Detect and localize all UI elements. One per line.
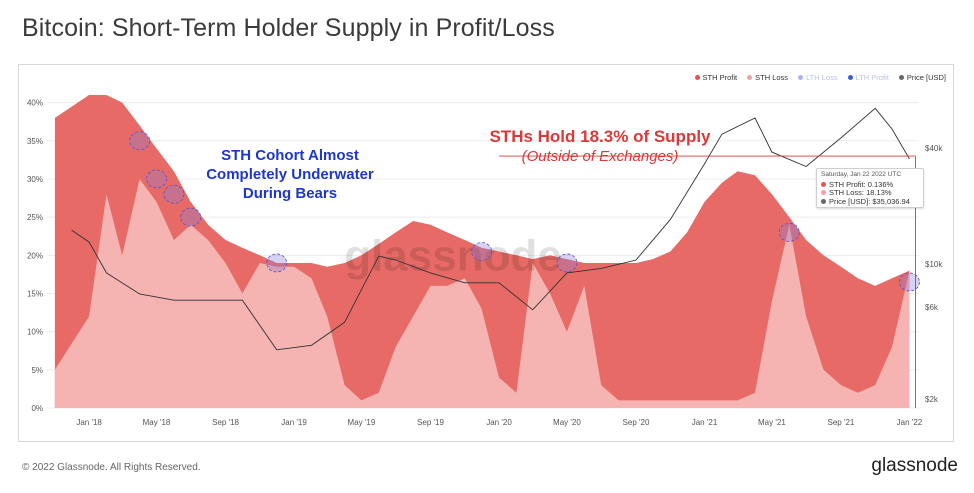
chart-legend: STH Profit STH Loss LTH Loss LTH Profit Pric… — [694, 73, 946, 82]
y-right-tick-label: $6k — [925, 303, 939, 312]
y-tick-label: 35% — [27, 137, 43, 146]
legend-dot — [747, 75, 753, 80]
tooltip-dot-price — [821, 198, 826, 204]
legend-label: LTH Profit — [855, 73, 889, 82]
legend-label: Price [USD] — [906, 73, 946, 82]
tooltip-row-sth-profit: STH Profit: 0.136% — [821, 180, 919, 189]
copyright-text: © 2022 Glassnode. All Rights Reserved. — [22, 462, 201, 473]
legend-dot — [798, 75, 804, 80]
tooltip-dot-sth-profit — [821, 181, 826, 187]
y-tick-label: 0% — [31, 404, 43, 413]
annotation-blue-line-2: Completely Underwater — [206, 166, 374, 183]
y-tick-label: 40% — [27, 99, 43, 108]
x-tick-label: Sep '19 — [417, 418, 444, 427]
y-tick-label: 25% — [27, 213, 43, 222]
y-tick-label: 10% — [27, 328, 43, 337]
highlight-circle — [778, 223, 800, 242]
annotation-red-line-1: STHs Hold 18.3% of Supply — [489, 127, 711, 146]
x-tick-label: Sep '18 — [212, 418, 239, 427]
brand-logo-text: glassnode — [871, 455, 958, 476]
x-tick-label: Jan '22 — [897, 418, 923, 427]
price-line — [71, 107, 910, 351]
highlight-circle — [556, 253, 578, 273]
tooltip-label-price: Price [USD]: $35,036.94 — [829, 196, 910, 206]
y-right-tick-label: $2k — [925, 395, 939, 404]
x-tick-label: Jan '18 — [76, 418, 102, 427]
chart-title: Bitcoin: Short-Term Holder Supply in Pro… — [22, 14, 555, 42]
y-tick-label: 20% — [27, 251, 43, 260]
chart-frame: 0% 5% 10% 15% 20% 25% 30% 35% 40% Jan '18 May '18 S… — [18, 64, 954, 442]
x-tick-label: Sep '20 — [623, 418, 650, 427]
tooltip-row-sth-loss: STH Loss: 18.13% — [821, 188, 919, 198]
x-tick-label: May '20 — [553, 418, 581, 427]
x-tick-label: May '21 — [758, 418, 786, 427]
tooltip-date: Saturday, Jan 22 2022 UTC — [821, 171, 902, 178]
y-tick-label: 5% — [31, 366, 43, 375]
legend-item-sth-profit[interactable]: STH Profit — [694, 73, 738, 82]
legend-dot — [847, 75, 853, 80]
area-sth-loss — [54, 179, 910, 408]
x-tick-label: Jan '21 — [692, 418, 718, 427]
chart-svg: 0% 5% 10% 15% 20% 25% 30% 35% 40% Jan '18 May '18 S… — [27, 95, 943, 427]
highlight-circle — [180, 207, 202, 227]
annotation-sth-supply: STHs Hold 18.3% of Supply (Outside of Ex… — [470, 126, 730, 166]
annotation-blue-line-1: STH Cohort Almost — [221, 147, 359, 164]
highlight-circle — [129, 131, 151, 151]
tooltip-label-sth-profit: STH Profit: 0.136% — [829, 179, 894, 189]
y-tick-label: 15% — [27, 289, 43, 298]
annotation-sth-underwater: STH Cohort Almost Completely Underwater … — [190, 146, 390, 203]
highlight-circle — [146, 169, 167, 189]
annotation-blue-line-3: During Bears — [242, 185, 338, 202]
legend-dot — [898, 75, 904, 80]
watermark: glassnode — [344, 232, 562, 281]
x-tick-label: May '19 — [348, 418, 376, 427]
highlight-circle — [899, 272, 920, 292]
y-right-tick-label: $40k — [925, 144, 943, 153]
x-tick-label: Sep '21 — [828, 418, 855, 427]
legend-item-sth-loss[interactable]: STH Loss — [747, 73, 788, 82]
legend-dot — [694, 75, 700, 80]
highlight-circle — [266, 253, 288, 273]
x-tick-label: Jan '20 — [486, 418, 512, 427]
highlight-circle — [163, 184, 185, 204]
x-tick-label: May '18 — [143, 418, 171, 427]
legend-item-lth-loss[interactable]: LTH Loss — [798, 73, 838, 82]
legend-item-price-usd[interactable]: Price [USD] — [898, 73, 946, 82]
annotation-red-line-2: (Outside of Exchanges) — [521, 148, 679, 165]
tooltip-row-price: Price [USD]: $35,036.94 — [821, 197, 919, 206]
legend-label: LTH Loss — [806, 73, 838, 82]
legend-label: STH Profit — [702, 73, 738, 82]
x-tick-label: Jan '19 — [281, 418, 307, 427]
highlight-circle — [471, 242, 492, 261]
legend-label: STH Loss — [755, 73, 789, 82]
legend-item-lth-profit[interactable]: LTH Profit — [847, 73, 889, 82]
y-right-tick-label: $10k — [925, 260, 943, 269]
tooltip-label-sth-loss: STH Loss: 18.13% — [829, 188, 892, 198]
chart-tooltip: Saturday, Jan 22 2022 UTC STH Profit: 0.… — [816, 168, 924, 208]
y-tick-label: 30% — [27, 175, 43, 184]
tooltip-dot-sth-loss — [821, 190, 826, 196]
